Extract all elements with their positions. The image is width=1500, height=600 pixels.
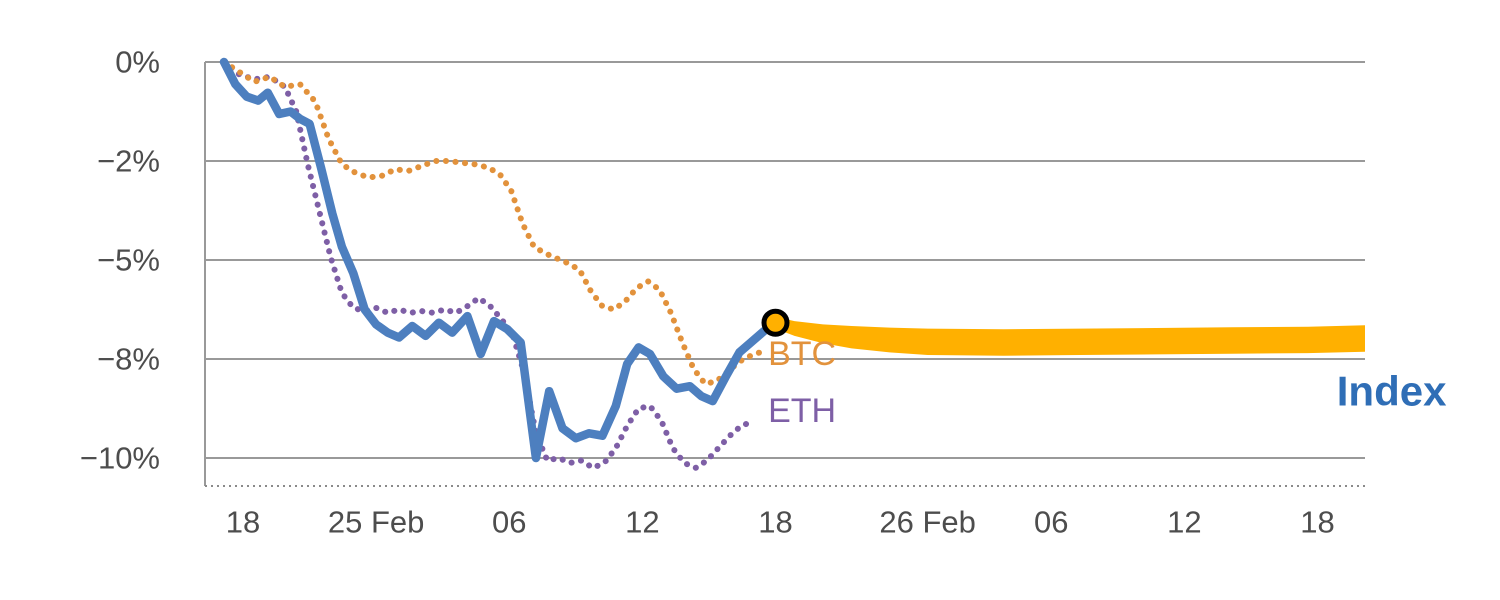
btc-label: BTC xyxy=(768,335,836,373)
x-axis-label: 06 xyxy=(1034,505,1068,540)
x-axis-label: 12 xyxy=(625,505,659,540)
btc-line xyxy=(221,59,768,387)
y-axis-label: −2% xyxy=(97,144,160,179)
x-axis-label: 18 xyxy=(1300,505,1334,540)
x-axis-labels: 18 25 Feb 06 12 18 26 Feb 06 12 18 xyxy=(226,505,1335,540)
eth-line xyxy=(221,59,758,471)
index-line xyxy=(219,57,780,463)
x-axis-label: 12 xyxy=(1167,505,1201,540)
y-axis-label: −10% xyxy=(80,441,160,476)
x-axis-label: 25 Feb xyxy=(328,505,425,540)
last-point-marker xyxy=(761,308,790,337)
x-axis-label: 26 Feb xyxy=(879,505,976,540)
y-axis-label: 0% xyxy=(115,45,160,80)
y-axis-label: −5% xyxy=(97,243,160,278)
x-axis-label: 06 xyxy=(492,505,526,540)
forecast-band xyxy=(775,316,1365,356)
y-axis-label: −8% xyxy=(97,342,160,377)
index-label: Index xyxy=(1337,368,1447,415)
x-axis-label: 18 xyxy=(758,505,792,540)
gridlines: 0% −2% −5% −8% −10% xyxy=(80,45,1365,476)
eth-label: ETH xyxy=(768,392,836,430)
x-axis-label: 18 xyxy=(226,505,260,540)
